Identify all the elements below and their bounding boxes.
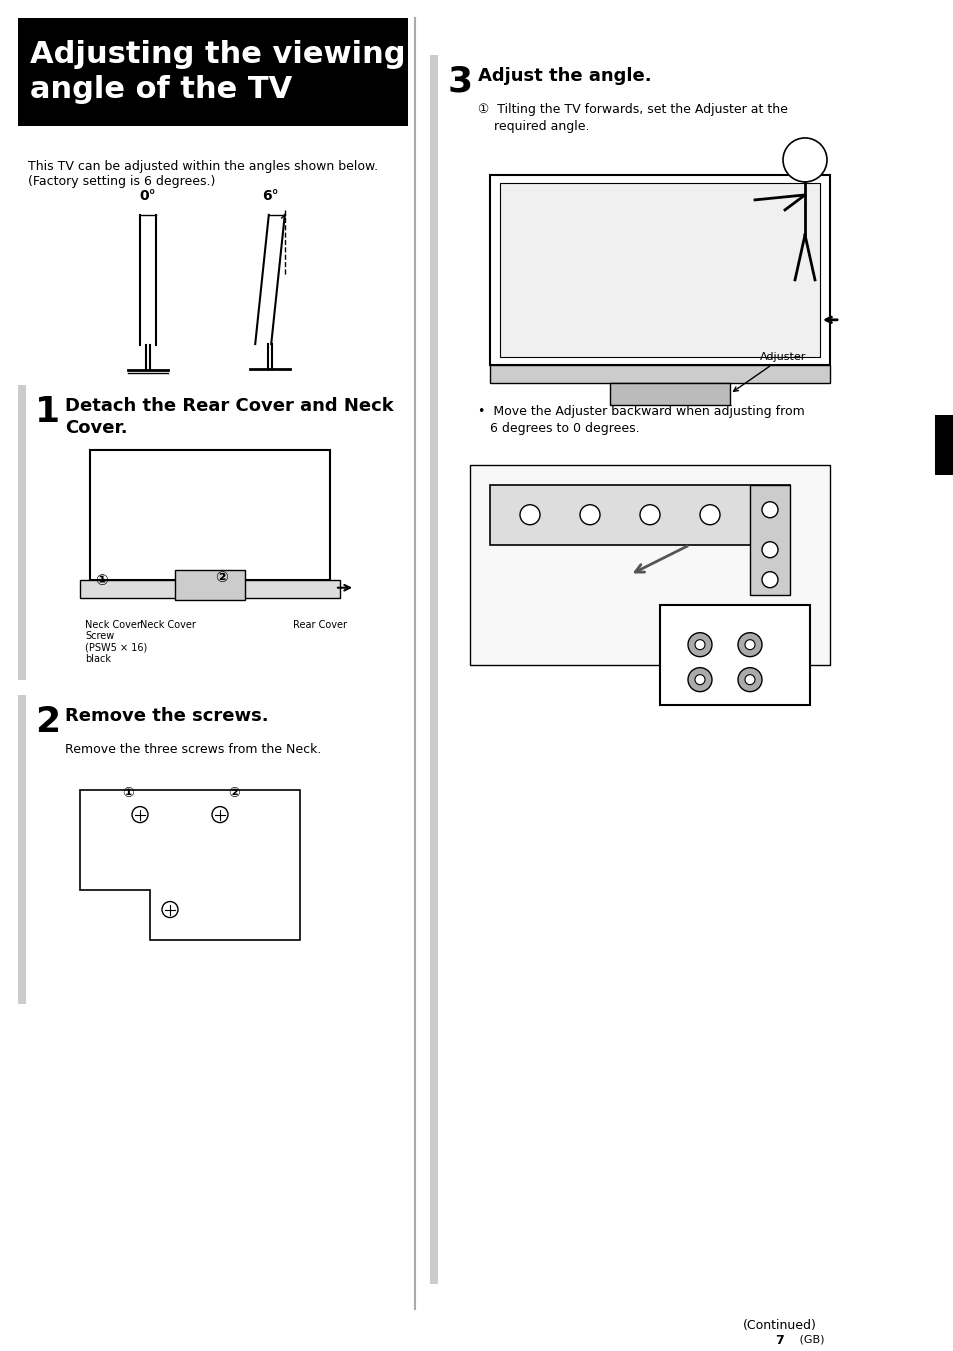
Circle shape xyxy=(761,501,778,517)
Circle shape xyxy=(519,505,539,524)
Circle shape xyxy=(695,674,704,685)
Circle shape xyxy=(695,639,704,650)
Text: 1: 1 xyxy=(35,394,60,428)
Text: ②: ② xyxy=(214,570,228,585)
Circle shape xyxy=(700,505,720,524)
Text: Detach the Rear Cover and Neck
Cover.: Detach the Rear Cover and Neck Cover. xyxy=(65,397,394,436)
Text: Neck Cover
Screw
(PSW5 × 16)
black: Neck Cover Screw (PSW5 × 16) black xyxy=(85,620,147,665)
Circle shape xyxy=(738,667,761,692)
Text: ①: ① xyxy=(122,785,133,800)
Circle shape xyxy=(639,505,659,524)
Circle shape xyxy=(738,632,761,657)
Bar xyxy=(80,580,339,597)
Text: This TV can be adjusted within the angles shown below.
(Factory setting is 6 deg: This TV can be adjusted within the angle… xyxy=(28,159,377,188)
Bar xyxy=(934,415,953,474)
Text: 0°: 0° xyxy=(139,189,156,203)
Circle shape xyxy=(579,505,599,524)
Bar xyxy=(490,485,789,544)
Text: Rear Cover: Rear Cover xyxy=(293,620,347,630)
Bar xyxy=(174,570,245,600)
Text: Remove the screws.: Remove the screws. xyxy=(65,707,269,724)
Bar xyxy=(18,694,26,1005)
Bar xyxy=(430,55,437,1285)
Text: ①  Tilting the TV forwards, set the Adjuster at the
    required angle.: ① Tilting the TV forwards, set the Adjus… xyxy=(477,103,787,132)
Text: •  Move the Adjuster backward when adjusting from
   6 degrees to 0 degrees.: • Move the Adjuster backward when adjust… xyxy=(477,405,804,435)
Polygon shape xyxy=(749,485,789,594)
Text: Adjust the angle.: Adjust the angle. xyxy=(477,68,651,85)
Text: Remove the three screws from the Neck.: Remove the three screws from the Neck. xyxy=(65,743,321,755)
Text: Adjusting the viewing
angle of the TV: Adjusting the viewing angle of the TV xyxy=(30,39,405,104)
Bar xyxy=(490,174,829,365)
Text: 3: 3 xyxy=(448,65,473,99)
Text: Neck Cover: Neck Cover xyxy=(140,620,195,630)
Text: ①: ① xyxy=(95,573,108,588)
Text: Adjuster: Adjuster xyxy=(733,351,805,392)
Circle shape xyxy=(761,542,778,558)
Circle shape xyxy=(761,571,778,588)
Text: ②: ② xyxy=(228,785,239,800)
Bar xyxy=(490,365,829,382)
Bar xyxy=(499,182,820,357)
Text: (Continued): (Continued) xyxy=(742,1320,816,1332)
Circle shape xyxy=(687,667,711,692)
Text: 6°: 6° xyxy=(261,189,278,203)
Bar xyxy=(18,385,26,680)
Bar xyxy=(470,465,829,665)
Circle shape xyxy=(687,632,711,657)
Text: 7: 7 xyxy=(775,1335,783,1347)
Text: (GB): (GB) xyxy=(795,1335,823,1344)
Circle shape xyxy=(782,138,826,182)
FancyBboxPatch shape xyxy=(18,18,408,126)
Bar xyxy=(90,450,330,580)
Circle shape xyxy=(744,674,754,685)
Bar xyxy=(659,605,809,705)
Text: 2: 2 xyxy=(35,705,60,739)
Bar xyxy=(609,382,729,405)
Circle shape xyxy=(744,639,754,650)
